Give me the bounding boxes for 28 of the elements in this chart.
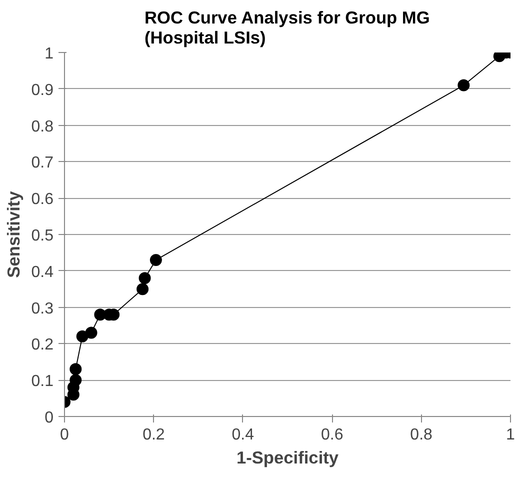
y-tick-label: 0.4 [31, 264, 54, 281]
point [136, 283, 149, 296]
chart-title: ROC Curve Analysis for Group MG (Hospital LSIs) [144, 8, 430, 48]
x-axis-title: 1-Specificity [236, 448, 339, 468]
point [70, 363, 82, 376]
y-tick-label: 0.6 [31, 191, 54, 208]
point [150, 254, 162, 266]
y-tick-label: 0.1 [31, 373, 54, 390]
y-tick-label: 0.9 [31, 82, 54, 99]
y-tick-label: 0 [44, 410, 54, 426]
point [458, 79, 470, 92]
y-tick-label: 0.3 [31, 300, 54, 318]
point [76, 330, 88, 342]
y-tick-label: 0.5 [31, 228, 54, 244]
y-tick-label: 0.7 [31, 154, 54, 172]
y-tick-label: 0.2 [31, 336, 54, 354]
y-tick-label: 1 [44, 46, 54, 62]
x-tick-label: 0 [60, 426, 70, 444]
x-tick-label: 0.2 [142, 426, 165, 444]
point [138, 272, 151, 284]
x-tick-label: 1 [506, 426, 516, 444]
x-tick-label: 0.8 [410, 426, 433, 444]
y-axis-title: Sensitivity [3, 190, 24, 278]
x-tick-label: 0.4 [232, 426, 254, 444]
x-tick-label: 0.6 [320, 426, 344, 444]
point [85, 326, 98, 339]
point [70, 374, 82, 386]
y-tick-label: 0.8 [31, 118, 54, 136]
